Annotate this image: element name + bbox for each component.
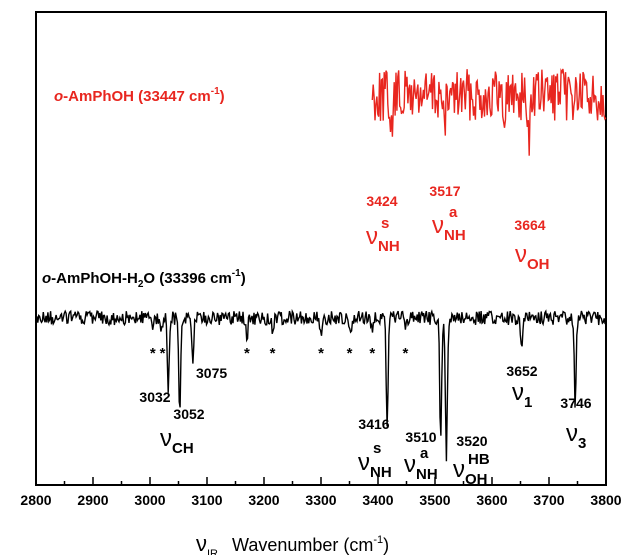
x-tick-label: 3600: [476, 492, 507, 508]
peak-value-3652: 3652: [506, 363, 537, 379]
peak-value-3075: 3075: [196, 365, 227, 381]
legend-h2o-rest: O (33396 cm: [143, 270, 231, 287]
hot-band-marker: *: [369, 345, 375, 362]
x-tick-label: 3500: [419, 492, 450, 508]
legend-h2o-sub: 2: [138, 279, 144, 290]
mode-label-oh-hb: νOH: [453, 456, 488, 488]
mode-sup-a: a: [449, 204, 458, 221]
x-axis-label: νIR Wavenumber (cm-1): [196, 531, 389, 555]
legend-amphoh-h2o: o-AmPhOH-H2O (33396 cm-1): [42, 268, 246, 290]
mode-label-ch: νCH: [160, 425, 194, 457]
peak-value-3746: 3746: [560, 395, 591, 411]
x-axis-ticks: [35, 477, 607, 485]
x-tick-label: 3200: [248, 492, 279, 508]
mode-label-nh-s-h2o: νNH: [358, 449, 392, 481]
x-axis-symbol: ν: [196, 531, 207, 555]
x-tick-label: 2900: [77, 492, 108, 508]
hot-band-marker: *: [402, 345, 408, 362]
x-axis-text: Wavenumber (cm: [232, 535, 373, 555]
mode-symbol: ν: [432, 212, 444, 239]
legend-amphoh-close: ): [220, 88, 225, 105]
mode-sub: NH: [378, 238, 400, 255]
mode-label-v3: ν3: [566, 420, 586, 452]
peak-annotation-3517: 3517 νNH a: [429, 183, 465, 244]
mode-sub: OH: [465, 471, 488, 488]
x-axis-symbol-sub: IR: [207, 548, 218, 555]
hot-band-marker: *: [150, 345, 156, 362]
mode-symbol: ν: [160, 425, 172, 452]
series-line-amphoh-h2o: [35, 308, 607, 462]
mode-symbol: ν: [366, 223, 378, 250]
x-tick-label: 3400: [362, 492, 393, 508]
x-tick-label: 2800: [20, 492, 51, 508]
legend-amphoh-main: -AmPhOH (33447 cm: [63, 88, 211, 105]
mode-sup-a-h2o: a: [420, 445, 429, 462]
legend-amphoh: o-AmPhOH (33447 cm-1): [54, 86, 225, 105]
hot-band-marker: *: [160, 345, 166, 362]
mode-sub: 3: [578, 435, 586, 452]
legend-h2o-prefix: o: [42, 270, 51, 287]
mode-symbol: ν: [566, 420, 578, 447]
hot-band-marker: *: [270, 345, 276, 362]
mode-label-nh-a: νNH: [432, 212, 466, 244]
peak-value-3032: 3032: [139, 389, 170, 405]
peak-value-3664: 3664: [514, 217, 545, 233]
peak-value-3510: 3510: [405, 429, 436, 445]
mode-symbol: ν: [453, 456, 465, 483]
mode-symbol: ν: [404, 451, 416, 478]
peak-value-3052: 3052: [173, 406, 204, 422]
mode-sup-hb: HB: [468, 451, 490, 468]
x-tick-label: 3800: [590, 492, 621, 508]
mode-sub: NH: [444, 227, 466, 244]
peak-value-3517: 3517: [429, 183, 460, 199]
hot-band-marker: *: [347, 345, 353, 362]
mode-sub: CH: [172, 440, 194, 457]
mode-symbol: ν: [515, 241, 527, 268]
x-tick-label: 3700: [533, 492, 564, 508]
x-tick-label: 3100: [191, 492, 222, 508]
hot-band-markers: * * * * * * * *: [150, 345, 409, 362]
mode-symbol: ν: [512, 379, 524, 406]
legend-amphoh-prefix: o: [54, 88, 63, 105]
mode-sub: 1: [524, 394, 532, 411]
peak-value-3520: 3520: [456, 433, 487, 449]
hot-band-marker: *: [244, 345, 250, 362]
mode-symbol: ν: [358, 449, 370, 476]
x-tick-label: 3300: [305, 492, 336, 508]
legend-h2o-main: -AmPhOH-H: [51, 270, 138, 287]
legend-h2o-close: ): [241, 270, 246, 287]
mode-sub: OH: [527, 256, 550, 273]
x-tick-label: 3000: [134, 492, 165, 508]
mode-sup-s-h2o: s: [373, 440, 381, 457]
x-axis-tick-labels: 2800 2900 3000 3100 3200 3300 3400 3500 3600 3700…: [20, 492, 621, 508]
series-line-amphoh: [371, 68, 607, 156]
mode-sup-s: s: [381, 215, 389, 232]
mode-sub: NH: [370, 464, 392, 481]
x-axis-sup: -1: [373, 534, 383, 546]
mode-label-oh: νOH: [515, 241, 550, 273]
peak-value-3424: 3424: [366, 193, 397, 209]
x-axis-close: ): [383, 535, 389, 555]
mode-label-v1: ν1: [512, 379, 532, 411]
legend-h2o-sup: -1: [232, 268, 241, 279]
peak-annotation-3424: 3424 νNH s: [366, 193, 400, 255]
hot-band-marker: *: [318, 345, 324, 362]
peak-annotation-3664: 3664 νOH: [514, 217, 549, 273]
mode-sub: NH: [416, 466, 438, 483]
peak-value-3416: 3416: [358, 416, 389, 432]
mode-label-nh-s: νNH: [366, 223, 400, 255]
legend-amphoh-sup: -1: [211, 86, 220, 97]
mode-label-nh-a-h2o: νNH: [404, 451, 438, 483]
